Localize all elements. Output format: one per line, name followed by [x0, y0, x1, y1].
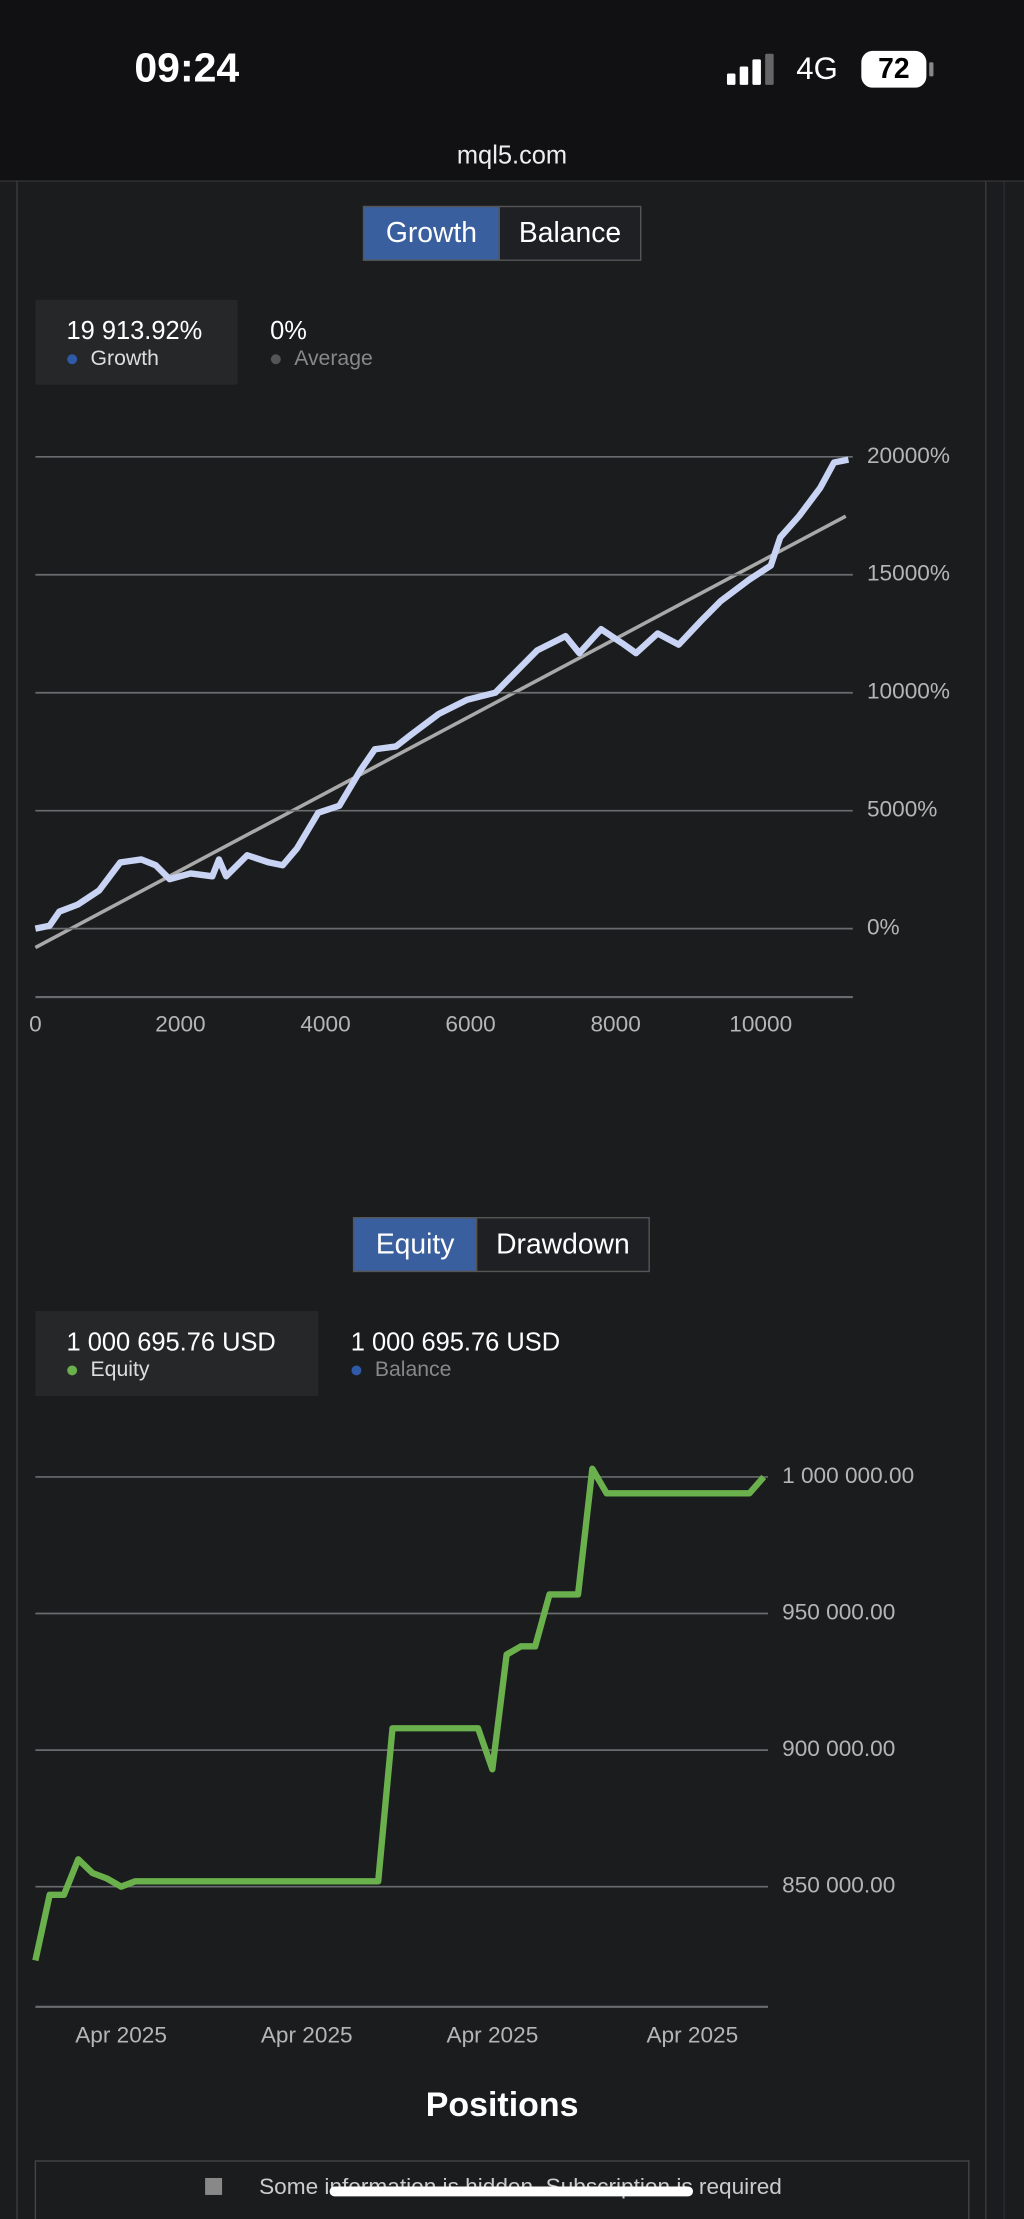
y-tick-label: 1 000 000.00: [782, 1463, 914, 1488]
legend-value: 0%: [270, 317, 307, 345]
legend-dot: [270, 354, 281, 365]
tab-label[interactable]: Balance: [519, 216, 621, 248]
y-tick-label: 20000%: [867, 443, 950, 468]
legend-box: [35, 299, 238, 385]
legend-value: 1 000 695.76 USD: [351, 1328, 560, 1356]
legend-name: Equity: [91, 1358, 150, 1381]
legend-value: 1 000 695.76 USD: [67, 1328, 276, 1356]
tab-button[interactable]: [362, 205, 500, 261]
battery-icon: [861, 50, 927, 88]
battery-level: 72: [878, 52, 909, 84]
y-tick-label: 5000%: [867, 797, 937, 822]
tab-label[interactable]: Growth: [386, 216, 477, 248]
legend-dot: [67, 354, 78, 365]
y-tick-label: 900 000.00: [782, 1736, 895, 1761]
tab-label[interactable]: Drawdown: [496, 1227, 630, 1259]
tab-button[interactable]: [498, 205, 642, 261]
series-line: [34, 456, 850, 932]
legend-name: Growth: [91, 347, 159, 370]
notice-icon: [205, 2177, 223, 2195]
tab-button[interactable]: [475, 1216, 650, 1273]
y-tick-label: 15000%: [867, 561, 950, 586]
browser-header: [0, 0, 1024, 182]
series-line: [32, 1465, 767, 1962]
y-tick-label: 850 000.00: [782, 1873, 895, 1898]
status-network: 4G: [796, 51, 838, 86]
legend-dot: [351, 1365, 362, 1376]
x-tick-label: Apr 2025: [447, 2023, 539, 2048]
x-tick-label: Apr 2025: [261, 2023, 353, 2048]
x-tick-label: Apr 2025: [75, 2023, 167, 2048]
positions-title: Positions: [426, 2086, 579, 2124]
x-tick-label: 2000: [155, 1011, 205, 1036]
x-tick-label: 8000: [591, 1011, 641, 1036]
x-tick-label: Apr 2025: [646, 2023, 738, 2048]
y-tick-label: 0%: [867, 915, 900, 940]
legend-name: Balance: [375, 1358, 452, 1381]
y-tick-label: 950 000.00: [782, 1599, 895, 1624]
legend-box: [35, 1311, 319, 1396]
url[interactable]: mql5.com: [457, 142, 567, 170]
home-indicator: [329, 2186, 694, 2197]
signal-icon: [726, 53, 774, 85]
x-tick-label: 4000: [300, 1011, 350, 1036]
tab-label[interactable]: Equity: [376, 1227, 455, 1259]
y-tick-label: 10000%: [867, 679, 950, 704]
legend-value: 19 913.92%: [67, 317, 203, 345]
x-tick-label: 10000: [729, 1011, 792, 1036]
legend-dot: [67, 1365, 78, 1376]
battery-tip: [929, 62, 934, 77]
legend-name: Average: [294, 347, 373, 370]
x-tick-label: 0: [29, 1011, 42, 1036]
status-time: 09:24: [134, 45, 239, 91]
x-tick-label: 6000: [445, 1011, 495, 1036]
notice-box: [34, 2160, 970, 2219]
tab-button[interactable]: [352, 1216, 478, 1273]
